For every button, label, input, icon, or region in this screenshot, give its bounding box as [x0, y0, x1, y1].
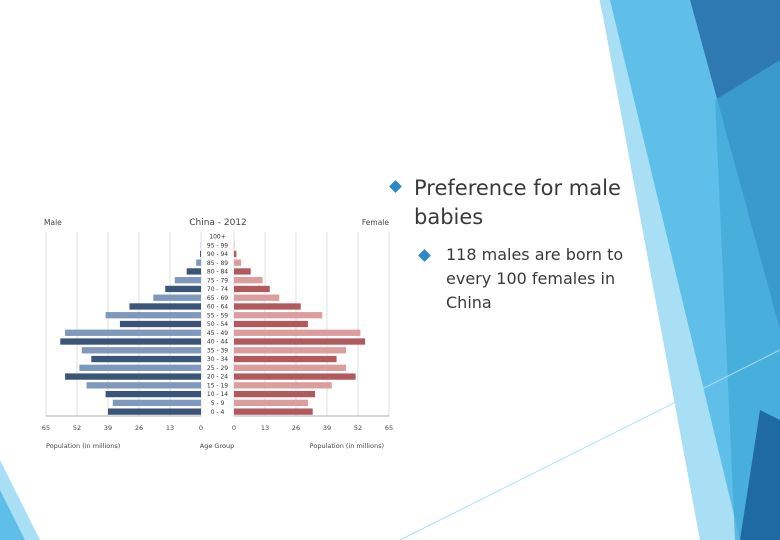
x-axis-label-left: Population (in millions) [46, 442, 120, 450]
chart-title: China - 2012 [189, 218, 247, 228]
age-group-label: 75 - 79 [207, 277, 228, 284]
female-bar [234, 294, 280, 301]
age-group-label: 40 - 44 [207, 339, 228, 346]
age-group-label: 55 - 59 [207, 312, 228, 319]
female-bar [234, 303, 301, 310]
age-group-label: 100+ [209, 234, 225, 241]
male-bar [86, 382, 201, 389]
male-bar [112, 399, 201, 407]
male-bar [108, 408, 201, 415]
female-bar [234, 347, 347, 354]
x-tick-label-right: 65 [385, 424, 393, 432]
female-bar [234, 277, 263, 284]
bottom-left-inner-shape [0, 490, 25, 540]
age-group-label: 70 - 74 [207, 286, 228, 293]
male-bar [65, 329, 201, 336]
male-bar [153, 294, 201, 301]
male-bar [119, 320, 201, 328]
age-group-label: 25 - 29 [207, 365, 228, 372]
bars-group [60, 241, 366, 415]
x-tick-label-right: 26 [292, 424, 300, 432]
age-group-label: 20 - 24 [207, 374, 228, 381]
age-group-label: 90 - 94 [207, 251, 228, 258]
x-tick-label-right: 52 [354, 424, 362, 432]
male-bar [129, 303, 201, 310]
female-bar [234, 312, 323, 319]
age-group-label: 80 - 84 [207, 269, 228, 276]
male-bar [174, 277, 201, 284]
male-bar [60, 338, 201, 345]
x-tick-label-left: 65 [42, 424, 50, 432]
age-group-label: 5 - 9 [211, 400, 225, 407]
female-bar [234, 285, 270, 293]
corner-blue-shape [740, 410, 780, 540]
population-pyramid-chart: Male China - 2012 Female 100+95 - 99 90 -… [42, 218, 393, 450]
female-bar [234, 320, 308, 328]
thin-line [399, 349, 780, 540]
age-group-label: 50 - 54 [207, 321, 228, 328]
x-axis-label-right: Population (in millions) [310, 442, 384, 450]
age-group-label: 30 - 34 [207, 356, 228, 363]
male-label: Male [44, 218, 62, 227]
male-bar [81, 347, 201, 354]
female-bar [234, 364, 347, 371]
age-group-label: 60 - 64 [207, 304, 228, 311]
age-group-label: 15 - 19 [207, 382, 228, 389]
age-group-label: 85 - 89 [207, 260, 228, 267]
male-bar [186, 268, 201, 275]
male-bar [91, 355, 201, 363]
female-bar [234, 373, 356, 380]
age-group-label: 95 - 99 [207, 242, 228, 249]
age-group-label: 0 - 4 [211, 409, 225, 416]
bullet-text-2: 118 males are born to every 100 females … [446, 245, 624, 312]
male-bar [200, 250, 201, 258]
female-bar [234, 338, 366, 345]
male-bar [105, 312, 201, 319]
male-bar [65, 373, 201, 380]
male-bar [196, 259, 201, 266]
male-bar [165, 285, 201, 293]
female-bar [234, 382, 332, 389]
female-bar [234, 355, 337, 363]
x-tick-label-right: 0 [232, 424, 236, 432]
x-tick-label-right: 39 [323, 424, 331, 432]
female-bar [234, 259, 242, 266]
bullet-text-1: Preference for male babies [414, 176, 621, 229]
age-group-label: 45 - 49 [207, 330, 228, 337]
female-bar [234, 250, 237, 258]
x-tick-label-left: 52 [73, 424, 81, 432]
age-group-label: 65 - 69 [207, 295, 228, 302]
x-tick-label-left: 13 [166, 424, 174, 432]
female-label: Female [362, 218, 390, 227]
male-bar [79, 364, 201, 371]
x-tick-label-right: 13 [261, 424, 269, 432]
female-bar [234, 399, 308, 407]
female-bar [234, 390, 316, 398]
thin-line [599, 0, 721, 540]
x-tick-label-left: 39 [104, 424, 112, 432]
axis-ticks: 65 52 39 26 13 0 0 13 26 39 52 65 [42, 424, 393, 432]
female-bar [234, 329, 361, 336]
age-group-label: 10 - 14 [207, 391, 228, 398]
female-bar [234, 268, 251, 275]
x-tick-label-left: 26 [135, 424, 143, 432]
x-axis-label-center: Age Group [200, 442, 234, 450]
x-tick-label-left: 0 [199, 424, 203, 432]
female-bar [234, 408, 313, 415]
age-group-label: 35 - 39 [207, 347, 228, 354]
male-bar [105, 390, 201, 398]
